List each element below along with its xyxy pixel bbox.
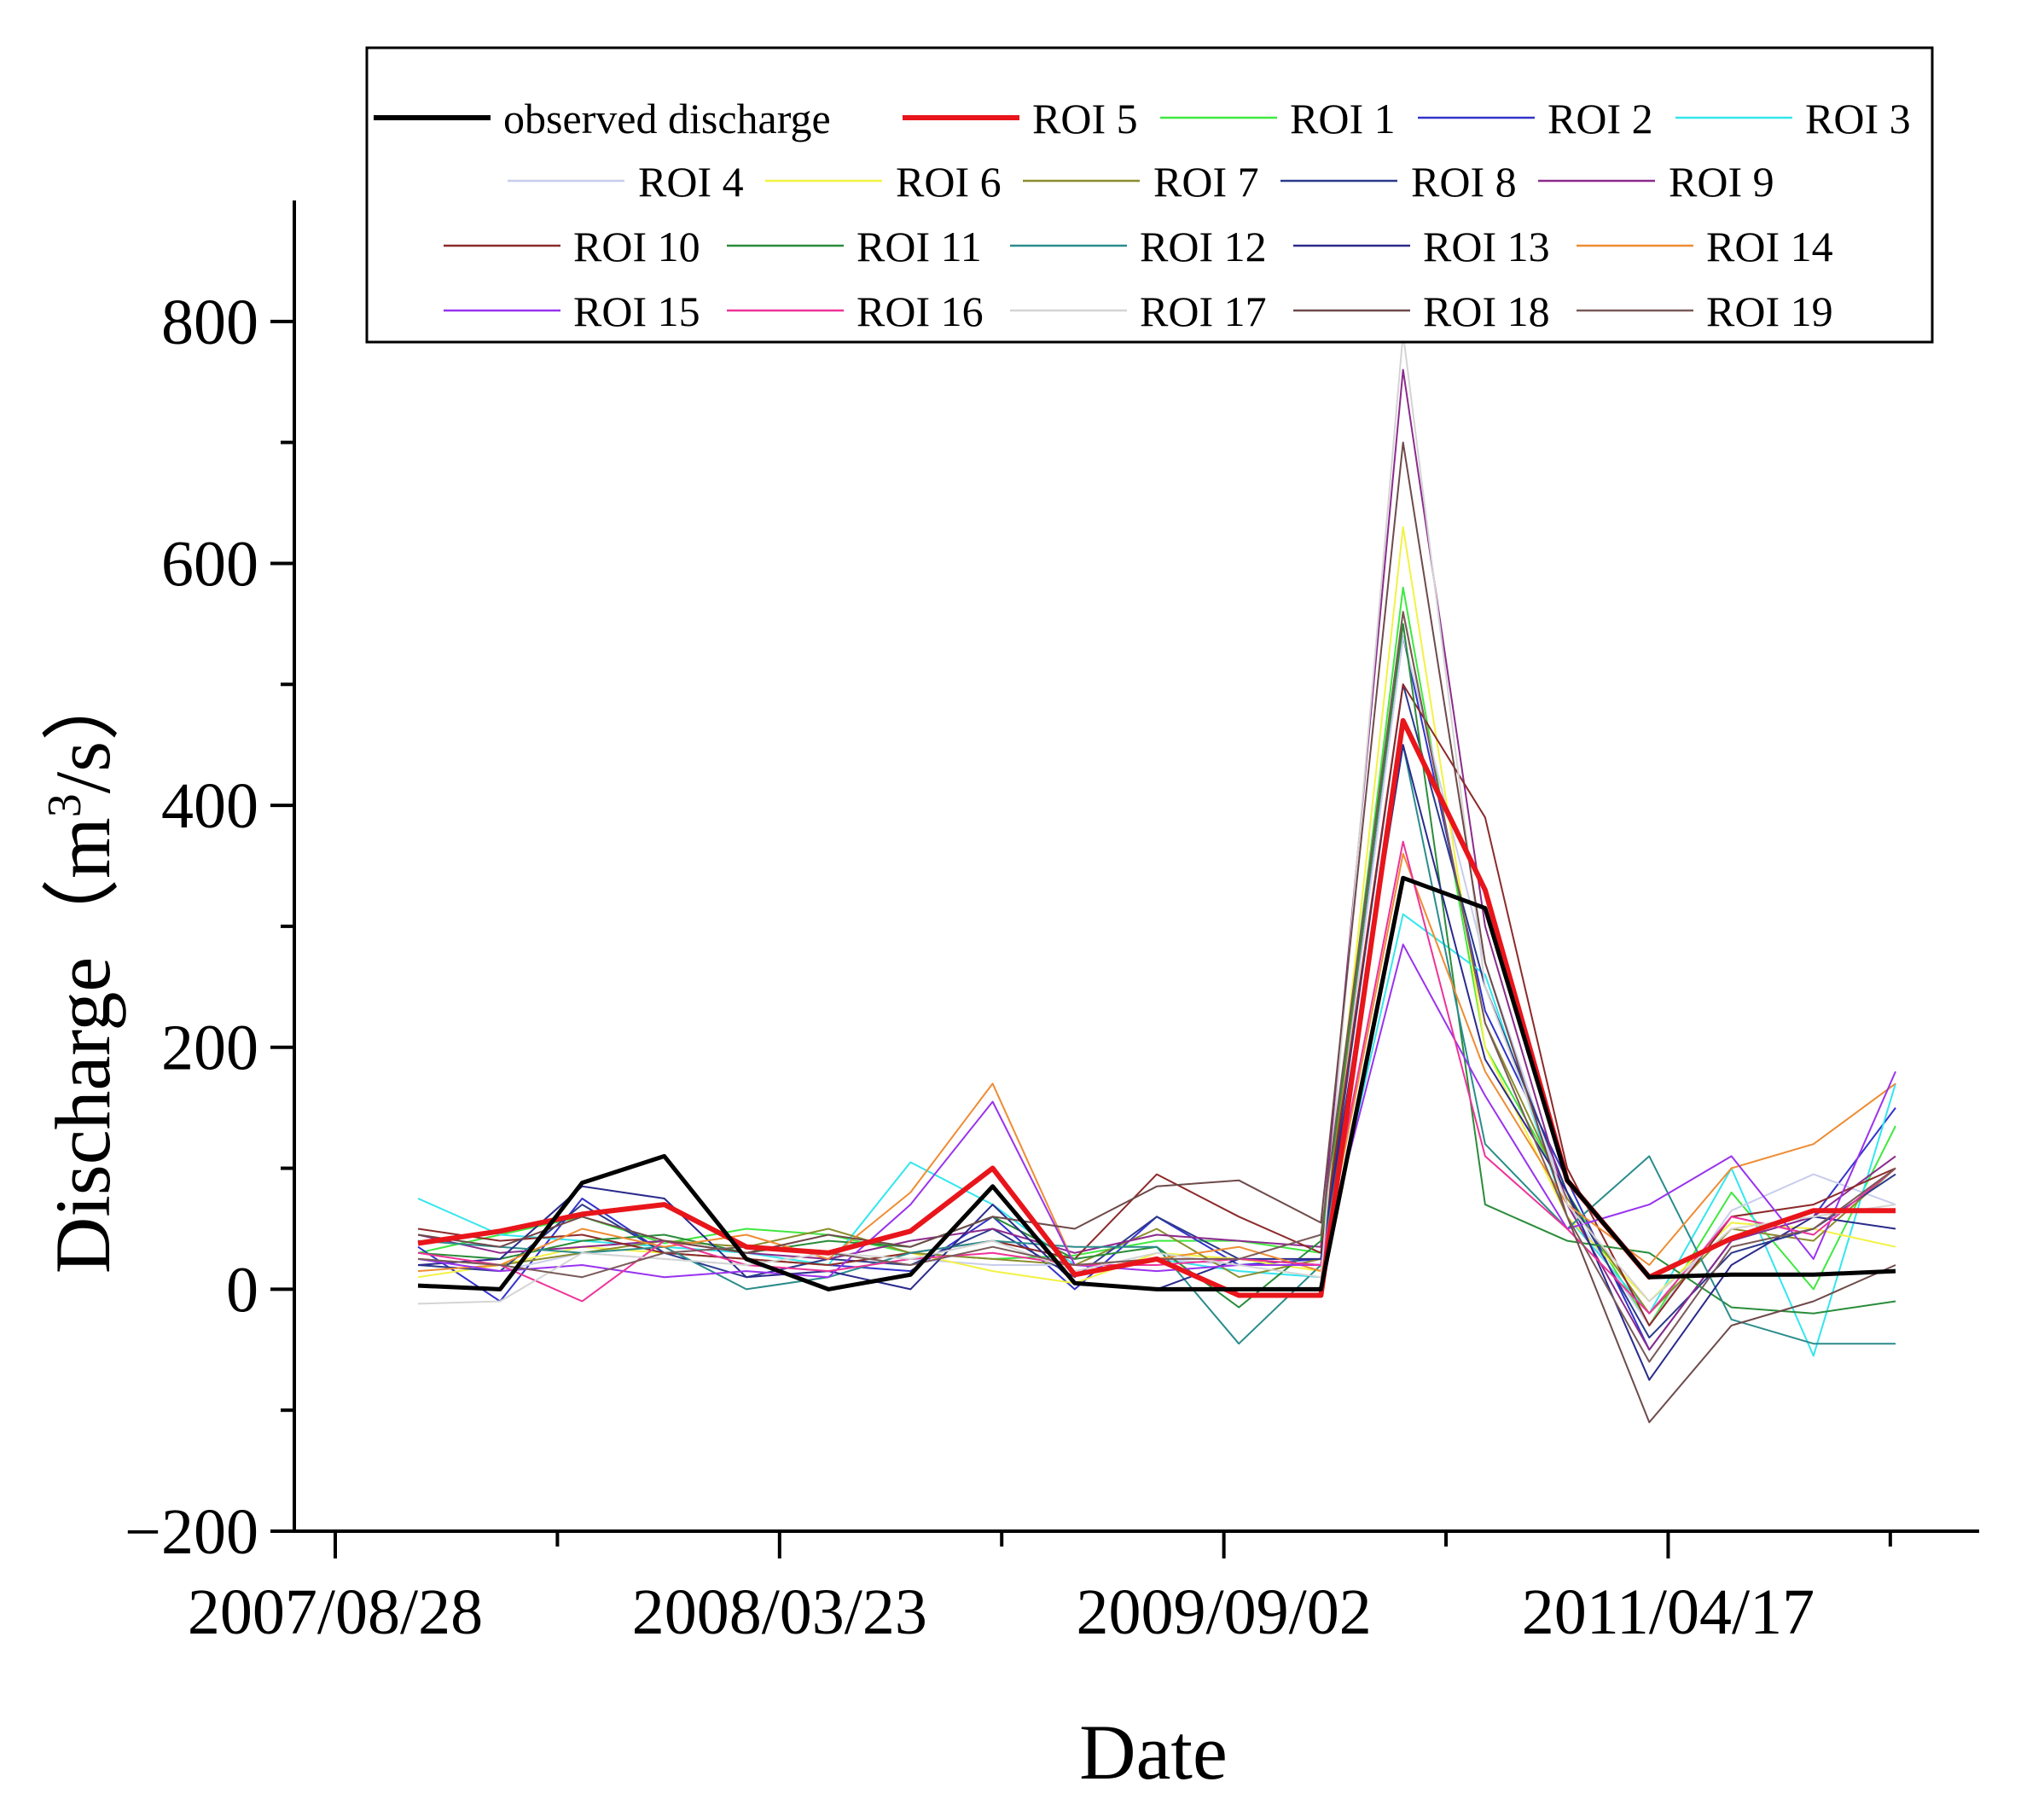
series-line-roi-8 bbox=[417, 683, 1896, 1339]
legend-label-roi-15: ROI 15 bbox=[573, 287, 700, 335]
series-line-roi-6 bbox=[417, 525, 1896, 1303]
legend-label-roi-1: ROI 1 bbox=[1290, 95, 1396, 142]
legend-label-roi-3: ROI 3 bbox=[1805, 95, 1911, 142]
series-line-roi-1 bbox=[417, 586, 1896, 1326]
series-line-roi-17 bbox=[417, 333, 1896, 1305]
y-tick-label: 800 bbox=[161, 287, 258, 358]
series-line-roi-5 bbox=[417, 717, 1896, 1298]
legend-label-roi-9: ROI 9 bbox=[1669, 158, 1774, 206]
legend-label-roi-18: ROI 18 bbox=[1423, 287, 1550, 335]
legend-label-roi-6: ROI 6 bbox=[896, 158, 1002, 206]
legend-label-roi-10: ROI 10 bbox=[573, 223, 700, 270]
series-line-roi-9 bbox=[417, 369, 1896, 1351]
legend-label-roi-17: ROI 17 bbox=[1140, 287, 1267, 335]
legend-label-roi-19: ROI 19 bbox=[1706, 287, 1833, 335]
x-tick-label: 2009/09/02 bbox=[1077, 1576, 1372, 1648]
legend-label-roi-7: ROI 7 bbox=[1153, 158, 1259, 206]
y-tick-label: 0 bbox=[226, 1254, 258, 1326]
x-tick-label: 2007/08/28 bbox=[188, 1576, 483, 1648]
legend-box bbox=[365, 46, 1934, 344]
legend-label-roi-14: ROI 14 bbox=[1706, 223, 1833, 270]
y-tick-label: 600 bbox=[161, 528, 258, 600]
legend-label-roi-4: ROI 4 bbox=[638, 158, 744, 206]
y-axis-title-unit-close: /s） bbox=[39, 663, 126, 793]
legend-label-observed-discharge: observed discharge bbox=[503, 95, 831, 142]
axes: −200 0 200 400 600 800 2007/08/28 2008/03/23 200… bbox=[125, 200, 1979, 1648]
legend-label-roi-13: ROI 13 bbox=[1423, 223, 1550, 270]
legend-label-roi-16: ROI 16 bbox=[857, 287, 984, 335]
x-tick-label: 2011/04/17 bbox=[1522, 1576, 1815, 1648]
legend-label-roi-5: ROI 5 bbox=[1032, 95, 1138, 142]
legend-label-roi-2: ROI 2 bbox=[1548, 95, 1653, 142]
y-axis-title-unit-open: （m bbox=[39, 817, 126, 957]
series-lines bbox=[417, 333, 1896, 1424]
y-axis-title: Discharge（m3/s） bbox=[38, 663, 126, 1274]
series-line-roi-18 bbox=[417, 441, 1896, 1424]
y-tick-label: −200 bbox=[125, 1496, 258, 1568]
legend-label-roi-11: ROI 11 bbox=[857, 223, 982, 270]
x-axis-title: Date bbox=[1079, 1709, 1228, 1796]
series-line-roi-15 bbox=[417, 943, 1896, 1279]
legend-label-roi-8: ROI 8 bbox=[1411, 158, 1517, 206]
y-tick-label: 400 bbox=[161, 770, 258, 842]
y-tick-label: 200 bbox=[161, 1013, 258, 1084]
legend: observed discharge ROI 5 ROI 1 ROI 2 ROI 3 RO… bbox=[365, 46, 1934, 344]
x-tick-label: 2008/03/23 bbox=[632, 1576, 927, 1648]
series-line-roi-4 bbox=[417, 635, 1896, 1326]
series-line-observed-discharge bbox=[417, 875, 1896, 1291]
series-line-roi-12 bbox=[417, 744, 1896, 1345]
legend-label-roi-12: ROI 12 bbox=[1140, 223, 1267, 270]
y-axis-title-main: Discharge bbox=[39, 957, 126, 1274]
y-axis-title-unit-sup: 3 bbox=[38, 793, 91, 817]
